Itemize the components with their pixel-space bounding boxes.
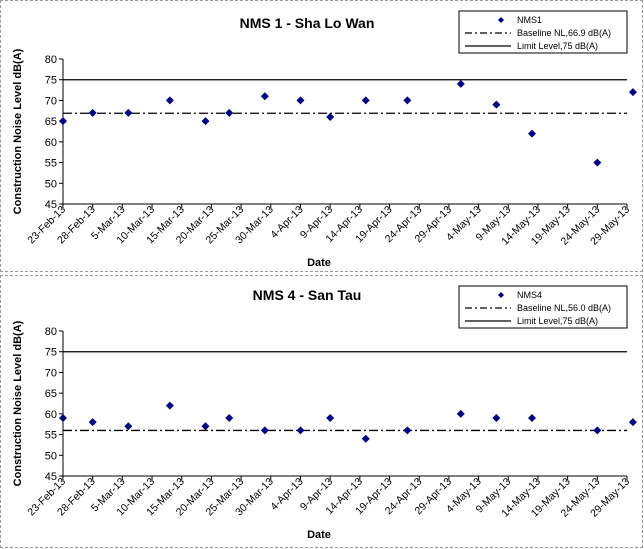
chart-title: NMS 4 - San Tau [253,287,362,303]
data-point [296,426,305,435]
data-point [326,113,335,121]
y-tick-label: 70 [45,367,57,379]
data-point [361,96,370,105]
y-tick-label: 65 [45,116,57,128]
nms1-chart-svg: NMS 1 - Sha Lo Wan455055606570758023-Feb… [12,10,637,269]
y-tick-label: 45 [45,199,57,211]
data-point [593,158,602,167]
x-axis-label: Date [307,257,331,269]
y-tick-label: 80 [45,54,57,66]
data-point [88,418,97,427]
data-point [326,414,335,422]
y-tick-label: 55 [45,158,57,170]
data-point [628,418,637,427]
data-point [201,422,210,431]
y-tick-label: 45 [45,471,57,483]
y-axis-label: Construction Noise Level dB(A) [12,48,24,214]
legend-label: NMS4 [517,290,542,300]
data-point [492,100,501,109]
legend-label: NMS1 [517,15,542,25]
data-point [88,108,97,117]
data-point [456,409,465,418]
y-tick-label: 60 [45,137,57,149]
y-tick-label: 60 [45,409,57,421]
y-tick-label: 75 [45,75,57,87]
data-point [260,426,269,435]
chart-panel-nms4: NMS 4 - San Tau 45 50 55 60 65 70 75 80 23-Feb-13… [0,275,643,548]
y-tick-label: 50 [45,450,57,462]
data-point [225,108,234,117]
nms4-chart-svg: NMS 4 - San Tau455055606570758023-Feb-13… [12,285,637,541]
data-point [296,96,305,105]
legend-marker [498,292,504,298]
legend-label: Limit Level,75 dB(A) [517,316,598,326]
data-point [492,414,501,422]
legend-label: Baseline NL,56.0 dB(A) [517,303,611,313]
chart-title: NMS 1 - Sha Lo Wan [240,15,375,31]
data-point [165,401,174,410]
data-point [260,92,269,101]
data-point [59,414,67,422]
data-point [59,117,67,126]
chart-panel-nms1: NMS 1 - Sha Lo Wan 45 50 55 60 65 70 75 80 23-Feb… [0,0,643,272]
legend-label: Baseline NL,66.9 dB(A) [517,28,611,38]
data-point [456,79,465,88]
data-point [225,414,234,422]
data-point [403,426,412,435]
data-point [165,96,174,105]
y-tick-label: 50 [45,178,57,190]
y-tick-label: 70 [45,95,57,107]
data-point [593,426,602,435]
data-point [628,88,637,97]
data-point [124,108,133,117]
y-tick-label: 75 [45,347,57,359]
legend-label: Limit Level,75 dB(A) [517,41,598,51]
data-point [528,129,537,138]
data-point [361,434,370,443]
data-point [201,117,210,126]
data-point [124,422,133,431]
data-point [403,96,412,105]
y-tick-label: 65 [45,388,57,400]
legend-marker [498,17,504,23]
x-axis-label: Date [307,529,331,541]
data-point [528,414,537,422]
y-axis-label: Construction Noise Level dB(A) [12,320,24,486]
y-tick-label: 80 [45,326,57,338]
y-tick-label: 55 [45,430,57,442]
